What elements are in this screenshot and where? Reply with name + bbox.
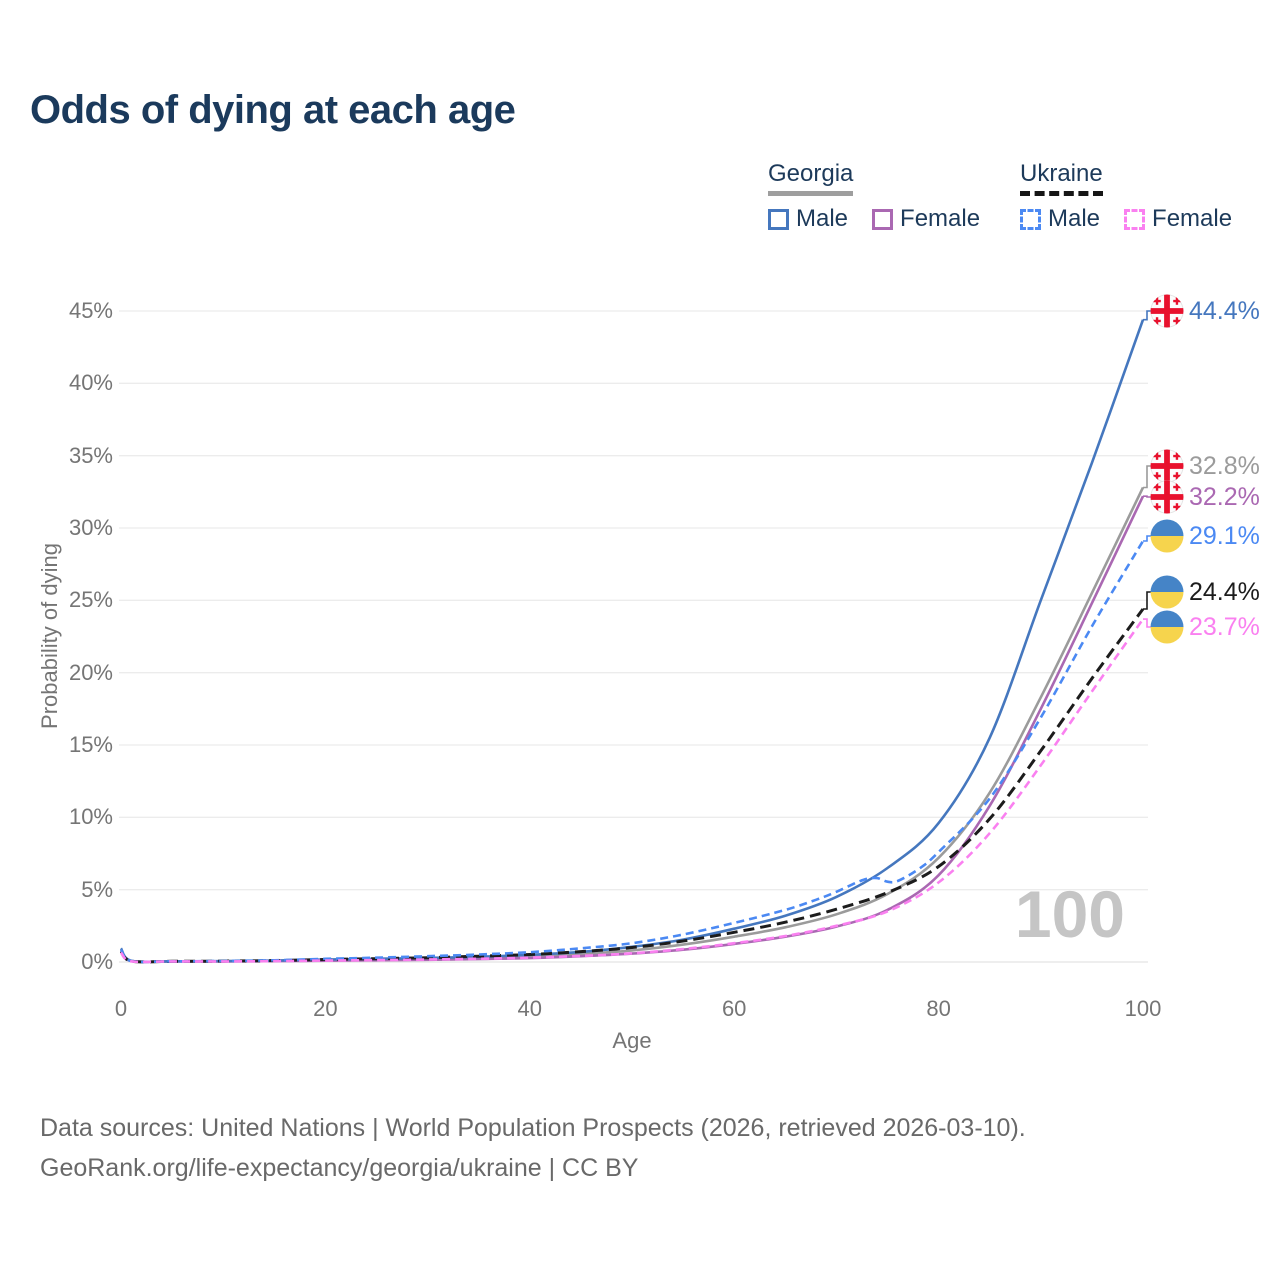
ukraine-flag-icon xyxy=(1150,575,1184,609)
end-label-connector-ge_t xyxy=(1143,465,1151,489)
end-label-value: 24.4% xyxy=(1189,577,1260,606)
legend-swatch-georgia-female[interactable] xyxy=(872,208,894,230)
legend-label-ukraine-male[interactable]: Male xyxy=(1048,205,1101,232)
end-label-georgia-male: 44.4% xyxy=(1150,294,1260,328)
end-label-ukraine-male: 29.1% xyxy=(1150,519,1260,553)
x-tick-0: 0 xyxy=(114,996,128,1021)
legend-row-georgia: Male Female xyxy=(768,205,1004,233)
legend-group-georgia: Georgia Male Female xyxy=(768,160,1004,233)
legend-header-georgia[interactable]: Georgia xyxy=(768,160,854,196)
series-line-ukraine-male xyxy=(119,540,1145,964)
end-label-connector-ua_m xyxy=(1143,535,1151,542)
x-tick-100: 100 xyxy=(1124,996,1162,1021)
x-tick-80: 80 xyxy=(926,996,951,1021)
end-label-georgia: 32.8% xyxy=(1150,449,1260,483)
georgia-flag-icon xyxy=(1150,449,1184,483)
end-label-georgia-female: 32.2% xyxy=(1150,480,1260,514)
page-title: Odds of dying at each age xyxy=(30,88,516,132)
y-tick-0: 0% xyxy=(81,949,113,974)
legend-swatch-ukraine-female[interactable] xyxy=(1124,208,1146,230)
legend-swatch-georgia-male[interactable] xyxy=(768,208,789,230)
y-tick-35: 35% xyxy=(68,442,113,468)
georgia-flag-icon xyxy=(1150,480,1184,514)
y-tick-15: 15% xyxy=(68,732,113,757)
series-line-georgia-male xyxy=(119,319,1145,964)
y-tick-5: 5% xyxy=(81,876,113,902)
ukraine-flag-icon xyxy=(1150,519,1184,553)
legend-group-ukraine: Ukraine Male Female xyxy=(1020,160,1256,233)
legend-label-georgia-male[interactable]: Male xyxy=(796,205,849,232)
x-axis-title: Age xyxy=(612,1028,652,1053)
legend-label-georgia-female[interactable]: Female xyxy=(900,205,981,232)
georgia-flag-icon xyxy=(1150,294,1184,328)
x-tick-20: 20 xyxy=(313,996,338,1021)
legend-label-ukraine-female[interactable]: Female xyxy=(1152,205,1233,232)
y-tick-30: 30% xyxy=(68,515,113,540)
footer-data-sources: Data sources: United Nations | World Pop… xyxy=(40,1114,1026,1142)
y-tick-10: 10% xyxy=(68,804,113,830)
y-tick-25: 25% xyxy=(68,587,113,613)
end-label-connector-ua_t xyxy=(1143,591,1151,610)
end-label-ukraine-female: 23.7% xyxy=(1150,610,1260,644)
end-label-value: 44.4% xyxy=(1189,296,1260,325)
end-label-ukraine: 24.4% xyxy=(1150,575,1260,609)
end-label-value: 32.8% xyxy=(1189,451,1260,480)
series-line-ukraine xyxy=(119,608,1145,964)
y-tick-40: 40% xyxy=(68,370,113,396)
end-label-value: 23.7% xyxy=(1189,612,1260,641)
x-tick-60: 60 xyxy=(721,996,747,1021)
y-tick-20: 20% xyxy=(68,659,113,685)
ukraine-flag-icon xyxy=(1150,610,1184,644)
end-label-connector-ge_f xyxy=(1143,495,1151,498)
footer-attribution: GeoRank.org/life-expectancy/georgia/ukra… xyxy=(40,1154,639,1182)
series-line-georgia xyxy=(119,486,1145,964)
end-label-value: 29.1% xyxy=(1189,521,1260,550)
legend-swatch-ukraine-male[interactable] xyxy=(1020,208,1041,230)
footer: Data sources: United Nations | World Pop… xyxy=(40,1108,1026,1188)
legend-row-ukraine: Male Female xyxy=(1020,205,1256,233)
legend-header-ukraine[interactable]: Ukraine xyxy=(1020,160,1103,196)
end-label-connector-ua_f xyxy=(1143,618,1151,628)
y-tick-45: 45% xyxy=(68,298,113,323)
x-tick-40: 40 xyxy=(517,996,543,1021)
series-line-ukraine-female xyxy=(119,618,1145,964)
end-label-connector-ge_m xyxy=(1143,310,1151,321)
end-label-value: 32.2% xyxy=(1189,482,1260,511)
series-line-georgia-female xyxy=(119,495,1145,964)
